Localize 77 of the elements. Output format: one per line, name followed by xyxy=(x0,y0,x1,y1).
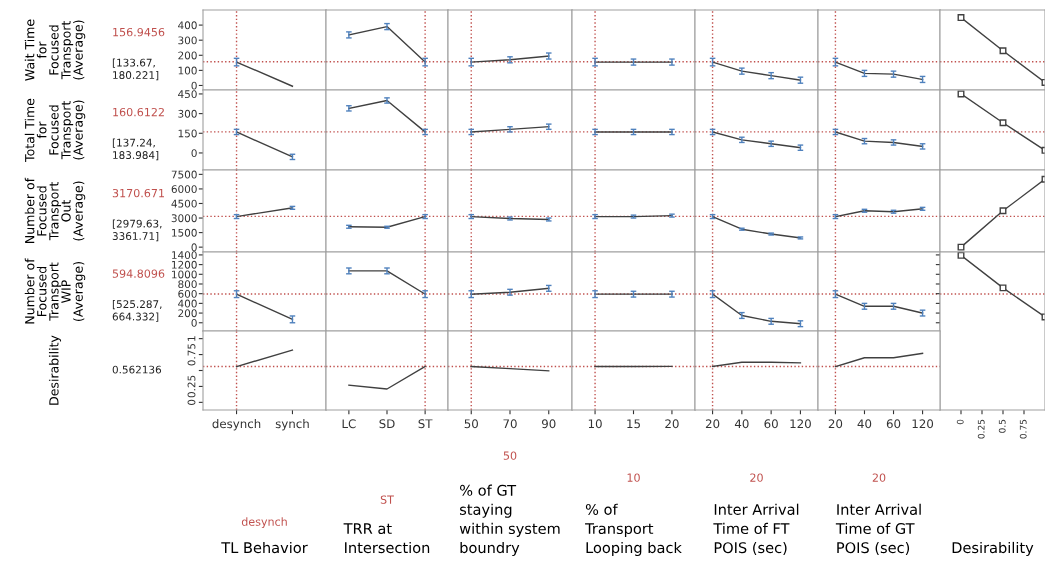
text: 156.9456 xyxy=(113,27,165,37)
y-tick-label: 1400 xyxy=(172,251,197,260)
x-tick-label: SD xyxy=(379,419,395,429)
x-tick-label: 40 xyxy=(857,419,872,429)
y-tick-label: 1 xyxy=(187,336,196,341)
text: [525.287, 664.332] xyxy=(112,299,162,322)
x-tick-label: 0.5 xyxy=(998,419,1006,433)
ref-line-label: 20 xyxy=(750,473,763,482)
y-tick-label: 300 xyxy=(178,36,197,45)
y-tick-label: 0 xyxy=(191,243,197,252)
x-tick-label: ST xyxy=(418,419,433,429)
x-tick-label: 70 xyxy=(503,419,517,429)
y-tick-label: 200 xyxy=(178,309,197,318)
x-tick-label: LC xyxy=(342,419,356,429)
x-tick-label: 20 xyxy=(828,419,843,429)
y-tick-label: 300 xyxy=(178,109,197,118)
text: [133.67, 180.221] xyxy=(112,58,159,81)
x-tick-label: 50 xyxy=(464,419,478,429)
y-tick-label: 0 xyxy=(191,318,197,327)
x-axis-title: TRR at Intersection xyxy=(343,523,430,554)
x-axis-title: Desirability xyxy=(952,541,1034,556)
y-tick-label: 0 xyxy=(191,81,197,90)
x-tick-label: 10 xyxy=(588,419,602,429)
x-tick-label: 40 xyxy=(734,419,749,429)
x-axis-title: Inter Arrival Time of FT POIS (sec) xyxy=(713,503,799,555)
x-axis-title: TL Behavior xyxy=(221,541,308,554)
y-tick-label: 0.75 xyxy=(187,343,196,366)
y-tick-label: 600 xyxy=(178,289,197,298)
y-tick-label: 450 xyxy=(178,90,197,99)
y-tick-label: 3000 xyxy=(171,214,197,223)
text: [2979.63, 3361.71] xyxy=(112,219,162,242)
y-axis-title: Wait Time for Focused Transport (Average) xyxy=(24,19,86,81)
y-tick-label: 1000 xyxy=(172,270,197,279)
x-tick-label: 15 xyxy=(627,419,640,429)
text: 594.8096 xyxy=(112,269,165,278)
text: 0.562136 xyxy=(112,365,162,374)
x-tick-label: 60 xyxy=(764,419,778,429)
y-tick-label: 1500 xyxy=(172,228,197,237)
y-tick-label: 400 xyxy=(178,21,197,30)
y-axis-title: Desirability xyxy=(48,335,62,405)
y-axis-title: Total Time for Focused Transport (Average) xyxy=(24,98,86,162)
y-tick-label: 0.25 xyxy=(187,375,196,398)
x-tick-label: 120 xyxy=(912,419,934,429)
x-axis-title: Inter Arrival Time of GT POIS (sec) xyxy=(835,503,921,555)
y-axis-title: Number of Focused Transport WIP (Average) xyxy=(24,258,86,324)
y-tick-label: 200 xyxy=(178,51,197,60)
y-tick-label: 1200 xyxy=(172,260,197,269)
y-axis-title: Number of Focused Transport Out (Average) xyxy=(24,177,86,243)
y-tick-label: 400 xyxy=(178,299,197,308)
x-axis-title: % of Transport Looping back xyxy=(585,503,682,556)
y-tick-label: 4500 xyxy=(171,199,197,208)
x-tick-label: desynch xyxy=(212,419,261,431)
ref-line-label: desynch xyxy=(241,517,287,528)
ref-line-label: 50 xyxy=(503,451,517,460)
x-tick-label: 0.25 xyxy=(977,419,985,439)
x-tick-label: 0 xyxy=(956,419,964,425)
x-tick-label: 90 xyxy=(541,419,556,429)
y-tick-label: 800 xyxy=(178,280,197,289)
ref-line-label: ST xyxy=(380,495,394,504)
y-tick-label: 6000 xyxy=(171,185,197,194)
y-tick-label: 0 xyxy=(187,399,196,405)
x-tick-label: 20 xyxy=(705,419,720,429)
ref-line-label: 20 xyxy=(872,473,886,482)
x-tick-label: 20 xyxy=(665,419,679,429)
x-tick-label: synch xyxy=(275,419,309,431)
x-tick-label: 0.75 xyxy=(1019,419,1027,439)
x-tick-label: 120 xyxy=(790,419,811,429)
y-tick-label: 0 xyxy=(191,149,197,158)
text: 3170.671 xyxy=(112,188,164,198)
y-tick-label: 150 xyxy=(178,129,197,138)
text: [137.24, 183.984] xyxy=(112,138,159,161)
y-tick-label: 7500 xyxy=(171,170,197,179)
ref-line-label: 10 xyxy=(627,473,640,482)
y-tick-label: 100 xyxy=(178,66,197,75)
x-axis-title: % of GT staying within system boundry xyxy=(459,484,560,556)
text: 160.6122 xyxy=(113,107,164,117)
x-tick-label: 60 xyxy=(886,419,901,429)
